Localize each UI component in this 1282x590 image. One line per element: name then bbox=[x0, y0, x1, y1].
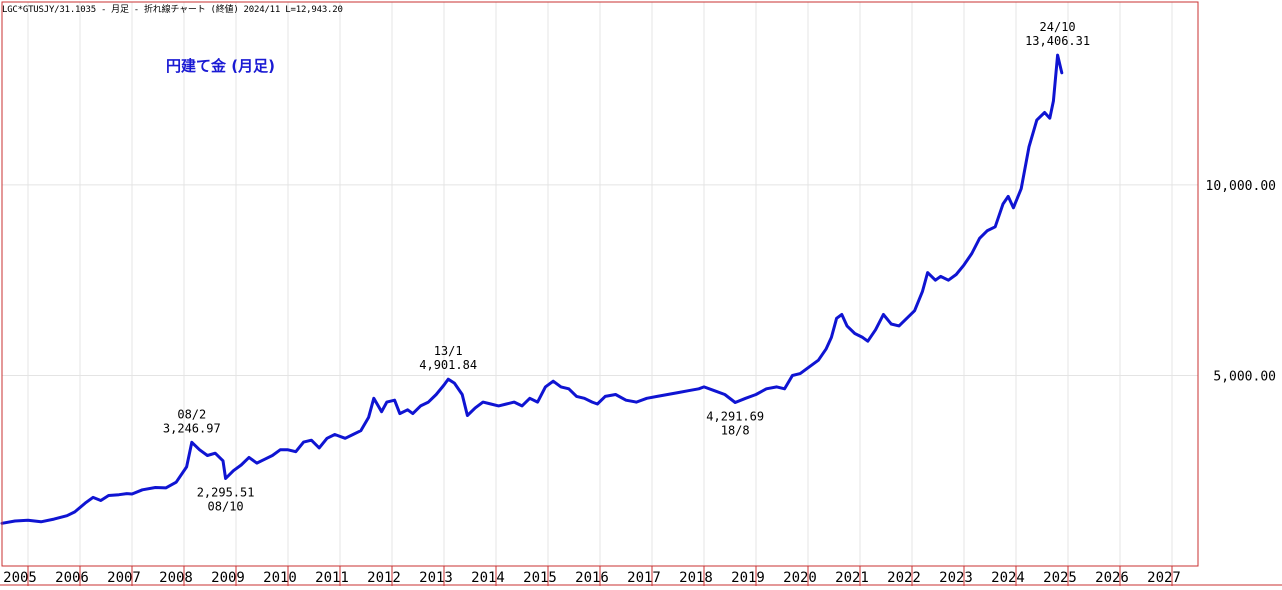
price-basis-label: (終値) bbox=[210, 5, 239, 15]
annotation-date: 24/10 bbox=[1040, 20, 1076, 34]
x-tick-label: 2023 bbox=[939, 570, 973, 586]
x-tick-label: 2026 bbox=[1095, 570, 1129, 586]
x-tick-label: 2017 bbox=[627, 570, 661, 586]
price-line bbox=[0, 53, 1064, 525]
annotation-date: 13/1 bbox=[434, 344, 463, 358]
plot-frame bbox=[1, 1, 1199, 567]
x-tick-label: 2013 bbox=[419, 570, 453, 586]
x-tick-label: 2009 bbox=[211, 570, 245, 586]
annotation-value: 13,406.31 bbox=[1025, 34, 1090, 48]
x-tick-label: 2018 bbox=[679, 570, 713, 586]
chart-header: LGC*GTUSJY/31.1035- 月足 - 折れ線チャート (終値) 2024/11… bbox=[2, 2, 348, 15]
header-sep: - bbox=[133, 5, 139, 15]
latest-value-label: 2024/11 L=12,943.20 bbox=[243, 5, 343, 15]
header-sep: - bbox=[100, 5, 107, 15]
x-tick-label: 2014 bbox=[471, 570, 505, 586]
x-tick-label: 2005 bbox=[3, 570, 37, 586]
annotation-date: 18/8 bbox=[721, 423, 750, 437]
chart-kind-label: 折れ線チャート bbox=[143, 5, 206, 15]
x-tick-label: 2010 bbox=[263, 570, 297, 586]
annotation-date: 08/2 bbox=[177, 407, 206, 421]
annotation-date: 08/10 bbox=[208, 500, 244, 514]
y-tick-label: 5,000.00 bbox=[1213, 369, 1276, 384]
chart-title: 円建て金 (月足) bbox=[166, 57, 275, 75]
x-tick-label: 2015 bbox=[523, 570, 557, 586]
x-tick-label: 2007 bbox=[107, 570, 141, 586]
x-tick-label: 2022 bbox=[887, 570, 921, 586]
y-tick-label: 10,000.00 bbox=[1206, 179, 1276, 194]
period-label: 月足 bbox=[111, 5, 129, 15]
x-tick-label: 2020 bbox=[783, 570, 817, 586]
x-tick-label: 2011 bbox=[315, 570, 349, 586]
x-tick-label: 2012 bbox=[367, 570, 401, 586]
annotation-value: 3,246.97 bbox=[163, 421, 221, 435]
x-tick-label: 2006 bbox=[55, 570, 89, 586]
x-tick-label: 2027 bbox=[1147, 570, 1181, 586]
x-tick-label: 2008 bbox=[159, 570, 193, 586]
annotation-value: 4,901.84 bbox=[419, 358, 477, 372]
x-tick-label: 2019 bbox=[731, 570, 765, 586]
annotation-value: 2,295.51 bbox=[197, 486, 255, 500]
x-tick-label: 2021 bbox=[835, 570, 869, 586]
symbol-label: LGC*GTUSJY/31.1035 bbox=[2, 5, 96, 15]
x-tick-label: 2025 bbox=[1043, 570, 1077, 586]
x-tick-label: 2016 bbox=[575, 570, 609, 586]
annotation-value: 4,291.69 bbox=[706, 409, 764, 423]
x-tick-label: 2024 bbox=[991, 570, 1025, 586]
